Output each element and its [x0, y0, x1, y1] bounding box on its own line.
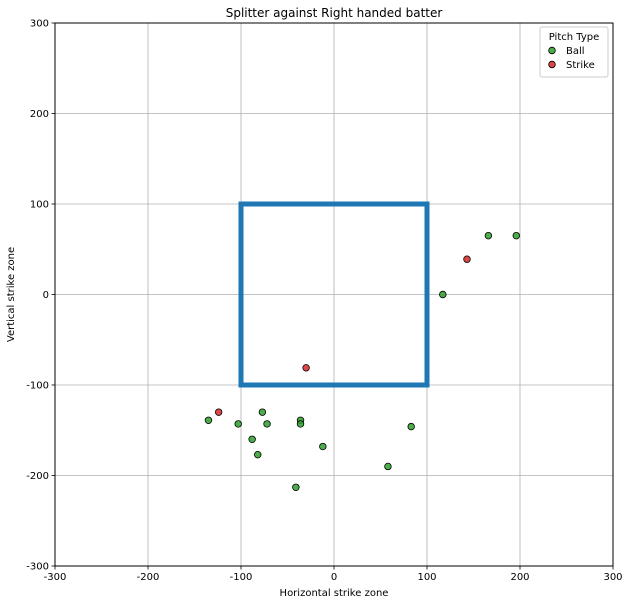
ball-point — [484, 231, 493, 240]
ball-point — [204, 416, 213, 424]
y-axis-label: Vertical strike zone — [6, 247, 17, 342]
chart-title: Splitter against Right handed batter — [226, 6, 443, 20]
x-tick-label: 200 — [510, 572, 529, 583]
y-tick-label: -100 — [26, 381, 49, 392]
y-tick-label: 100 — [30, 200, 49, 211]
x-tick-label: 300 — [603, 572, 622, 583]
y-tick-label: 200 — [30, 109, 49, 120]
ball-point — [263, 420, 271, 428]
ball-point — [248, 435, 256, 443]
ball-point — [258, 408, 267, 416]
x-tick-label: -200 — [137, 572, 160, 583]
strike-zone-box — [238, 201, 430, 388]
data-points — [204, 231, 520, 491]
grid — [54, 22, 614, 567]
strike-point — [302, 364, 310, 372]
ball-point — [319, 442, 327, 451]
strike-point — [463, 255, 471, 263]
strike-zone-layer — [238, 201, 430, 388]
legend-marker-ball — [548, 46, 556, 55]
ball-point — [407, 422, 415, 431]
ball-point — [234, 420, 242, 428]
x-axis-label: Horizontal strike zone — [280, 588, 389, 599]
x-tick-label: -100 — [230, 572, 253, 583]
ball-point — [439, 290, 447, 299]
legend-box — [539, 26, 609, 78]
legend-marker-strike — [548, 60, 556, 69]
legend-title: Pitch Type — [549, 32, 600, 43]
y-tick-label: -200 — [26, 471, 49, 482]
ball-point — [296, 420, 305, 428]
x-tick-label: 100 — [417, 572, 436, 583]
legend-label-strike: Strike — [566, 60, 595, 71]
x-tick-label: -300 — [44, 572, 67, 583]
ball-point — [292, 483, 300, 491]
x-tick-label: 0 — [331, 572, 337, 583]
legend: Pitch Type Ball Strike — [539, 26, 609, 78]
legend-items: Ball Strike — [548, 46, 595, 71]
ball-point — [384, 462, 392, 471]
ball-point — [512, 231, 520, 240]
legend-label-ball: Ball — [566, 46, 585, 57]
y-tick-label: 0 — [43, 290, 49, 301]
y-tick-label: 300 — [30, 19, 49, 30]
strike-point — [214, 408, 223, 416]
y-tick-label: -300 — [26, 562, 49, 573]
ball-point — [254, 450, 262, 459]
axis-ticks: -300 -200 -100 0 100 200 300 -300 -200 -100 0 100 20… — [26, 19, 622, 584]
